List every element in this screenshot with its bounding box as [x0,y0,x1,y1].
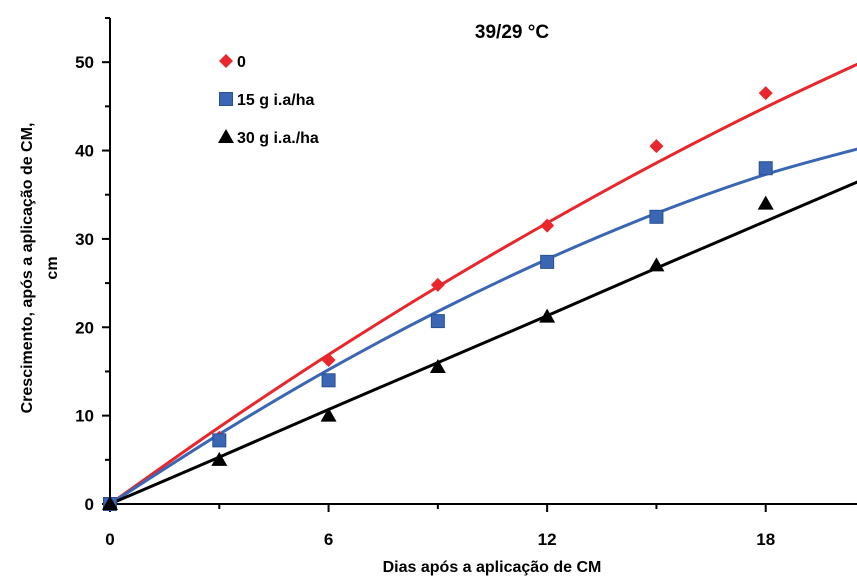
data-point-series-2 [539,308,556,323]
data-point-series-2 [648,257,665,272]
data-point-series-2 [757,195,774,210]
chart-title: 39/29 °C [475,22,549,43]
chart-labels: 0 10 20 30 40 50 0 6 12 18 39/29 °C Dias após a apl… [19,22,775,576]
x-tick-label: 18 [756,530,775,549]
legend-marker-series-0 [219,54,233,68]
data-point-series-0 [649,139,664,154]
data-point-series-2 [320,407,337,422]
data-point-series-2 [429,359,446,374]
y-axis-title-line-1: Crescimento, após a aplicação de CM, [19,123,36,414]
legend-marker-series-1 [219,92,233,106]
data-point-series-1 [212,433,227,448]
data-point-series-1 [540,254,555,269]
data-point-series-2 [211,451,228,466]
legend-label-series-2: 30 g i.a./ha [237,130,319,147]
data-point-series-0 [430,277,445,292]
y-tick-label: 0 [85,495,94,514]
data-point-series-1 [430,314,445,329]
y-tick-label: 40 [75,142,94,161]
y-tick-label: 50 [75,53,94,72]
x-tick-label: 12 [538,530,557,549]
y-tick-label: 20 [75,318,94,337]
legend-marker-series-2 [218,129,234,143]
data-point-series-1 [649,209,664,224]
data-point-series-0 [540,218,555,233]
fit-curve-series-0 [109,62,857,506]
data-point-series-0 [758,86,773,101]
y-axis-title-line-2: cm [44,256,61,279]
data-point-series-0 [321,352,336,367]
y-tick-label: 30 [75,230,94,249]
x-axis-title: Dias após a aplicação de CM [383,559,602,576]
fit-curve-series-2 [109,180,857,506]
x-tick-label: 0 [105,530,114,549]
fit-curve-series-1 [109,147,857,506]
data-markers [102,86,774,511]
data-point-series-1 [758,161,773,176]
legend-label-series-0: 0 [237,54,246,71]
data-point-series-2 [102,496,118,510]
legend-label-series-1: 15 g i.a/ha [237,92,314,109]
data-point-series-1 [321,373,336,388]
axes [102,17,857,512]
x-tick-label: 6 [324,530,333,549]
y-tick-label: 10 [75,407,94,426]
legend: 0 15 g i.a/ha 30 g i.a./ha [218,54,319,147]
fit-curves [109,62,857,506]
